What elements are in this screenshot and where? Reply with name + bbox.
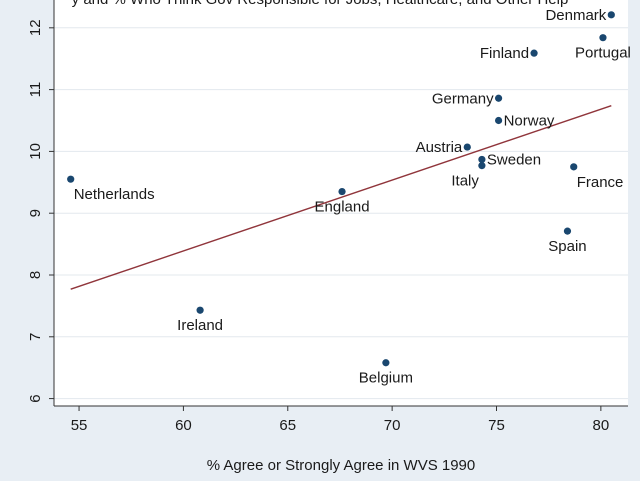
plot-area — [54, 0, 628, 406]
data-point — [607, 11, 615, 19]
data-label: Belgium — [359, 370, 413, 387]
data-point — [382, 359, 390, 367]
data-label: Germany — [432, 90, 494, 107]
data-point — [67, 175, 75, 183]
y-tick-label: 12 — [27, 19, 44, 36]
data-label: Finland — [480, 45, 529, 62]
x-tick-label: 55 — [71, 417, 88, 434]
x-tick-label: 65 — [279, 417, 296, 434]
data-label: Austria — [416, 139, 463, 156]
y-tick-label: 11 — [27, 82, 44, 98]
data-label: Italy — [451, 173, 479, 190]
data-point — [196, 306, 204, 314]
data-point — [599, 34, 607, 42]
y-tick-label: 7 — [27, 333, 44, 341]
x-tick-label: 75 — [488, 417, 505, 434]
fitted-line — [70, 105, 612, 290]
data-point — [530, 49, 538, 57]
data-label: France — [577, 174, 624, 191]
data-label: Denmark — [545, 7, 606, 24]
data-label: England — [315, 199, 370, 216]
data-label: Sweden — [487, 151, 541, 168]
x-tick-label: 80 — [593, 417, 610, 434]
data-point — [570, 163, 578, 171]
x-tick-label: 70 — [384, 417, 401, 434]
x-tick-label: 60 — [175, 417, 192, 434]
y-tick-label: 8 — [27, 271, 44, 279]
data-point — [478, 162, 486, 170]
x-axis-label: % Agree or Strongly Agree in WVS 1990 — [207, 457, 475, 474]
data-point — [478, 155, 486, 164]
data-label: Spain — [548, 238, 586, 255]
data-point — [494, 116, 503, 125]
data-point — [338, 187, 346, 196]
y-tick-label: 10 — [27, 143, 44, 160]
y-tick-label: 9 — [27, 209, 44, 217]
data-label: Norway — [504, 113, 555, 130]
data-point — [494, 94, 503, 102]
data-label: Ireland — [177, 317, 223, 334]
data-label: Netherlands — [74, 186, 155, 203]
data-point — [563, 227, 572, 235]
data-point — [463, 143, 471, 151]
chart-title: y and % Who Think Gov Responsible for Jo… — [0, 0, 640, 8]
y-tick-label: 6 — [27, 394, 44, 402]
data-label: Portugal — [575, 45, 631, 62]
